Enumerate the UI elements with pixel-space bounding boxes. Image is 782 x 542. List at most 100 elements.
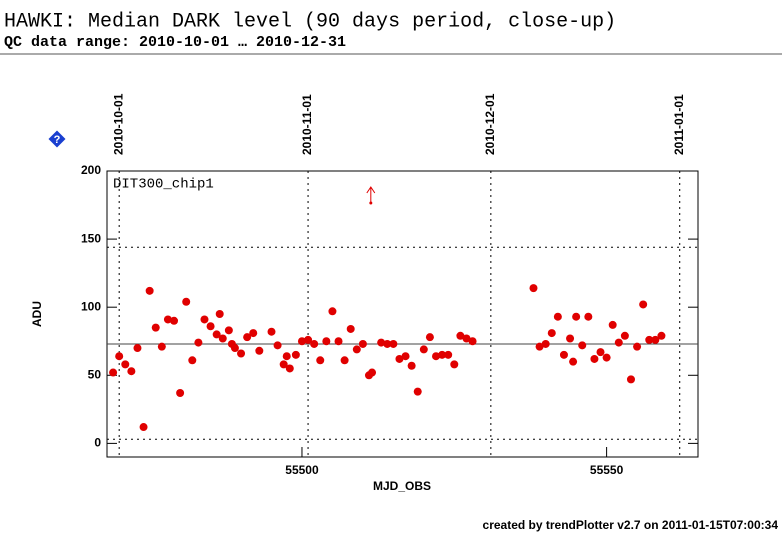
data-point xyxy=(139,423,148,432)
data-point xyxy=(383,339,392,348)
data-point xyxy=(639,300,648,309)
outlier-arrow xyxy=(366,186,376,203)
data-point xyxy=(541,339,550,348)
date-tick-label: 2010-12-01 xyxy=(483,93,497,155)
data-point xyxy=(157,342,166,351)
help-icon-text[interactable]: ? xyxy=(54,135,61,147)
data-point xyxy=(215,310,224,318)
data-point xyxy=(237,349,246,358)
data-point xyxy=(340,356,349,365)
chart-subtitle: QC data range: 2010-10-01 … 2010-12-31 xyxy=(4,34,346,51)
data-point xyxy=(407,361,416,370)
data-point xyxy=(456,331,465,340)
outlier-dot xyxy=(369,201,373,205)
footer: created by trendPlotter v2.7 on 2011-01-… xyxy=(483,518,779,532)
data-point xyxy=(291,350,300,359)
data-point xyxy=(194,338,203,347)
data-point xyxy=(569,357,578,366)
data-point xyxy=(395,354,404,363)
data-point xyxy=(368,368,377,377)
data-point xyxy=(212,330,221,339)
data-point xyxy=(432,352,441,361)
data-point xyxy=(468,337,477,346)
data-point xyxy=(322,337,331,346)
data-point xyxy=(285,364,294,373)
data-point xyxy=(596,348,605,357)
y-axis-label: ADU xyxy=(30,301,44,327)
data-point xyxy=(297,337,306,346)
data-point xyxy=(243,333,252,342)
x-tick-label: 55550 xyxy=(590,463,624,477)
data-point xyxy=(529,284,538,293)
y-tick-label: 100 xyxy=(81,299,101,313)
data-point xyxy=(547,329,556,338)
data-point xyxy=(346,324,355,333)
data-point xyxy=(566,334,575,343)
data-point xyxy=(572,312,581,321)
panel-label: DIT300_chip1 xyxy=(113,177,214,193)
data-point xyxy=(578,341,587,350)
data-point xyxy=(230,344,239,353)
y-tick-label: 200 xyxy=(81,163,101,177)
x-tick-label: 55500 xyxy=(285,463,319,477)
data-point xyxy=(626,375,635,384)
data-point xyxy=(163,315,172,324)
date-tick-label: 2010-10-01 xyxy=(111,93,125,155)
data-point xyxy=(413,387,422,396)
data-point xyxy=(170,316,179,325)
data-point xyxy=(645,335,654,344)
data-point xyxy=(316,356,325,365)
data-point xyxy=(358,339,367,348)
data-point xyxy=(279,360,288,369)
data-point xyxy=(206,322,215,331)
data-point xyxy=(200,315,209,324)
data-point xyxy=(121,360,130,369)
data-point xyxy=(328,307,337,316)
data-point xyxy=(255,346,264,355)
data-point xyxy=(224,326,233,335)
data-point xyxy=(273,341,282,350)
plot-frame xyxy=(106,170,699,458)
data-point xyxy=(115,352,124,361)
data-point xyxy=(590,354,599,363)
data-point xyxy=(608,320,617,329)
data-point xyxy=(462,334,471,343)
data-point xyxy=(267,327,276,336)
data-point xyxy=(188,356,197,365)
data-point xyxy=(425,333,434,342)
data-point xyxy=(310,339,319,348)
data-point xyxy=(651,335,660,344)
data-point xyxy=(176,388,185,397)
y-tick-label: 0 xyxy=(94,436,101,450)
data-point xyxy=(419,345,428,354)
x-axis-label: MJD_OBS xyxy=(373,479,431,493)
data-point xyxy=(614,338,623,347)
data-point xyxy=(109,368,118,377)
data-point xyxy=(450,360,459,369)
data-point xyxy=(145,286,154,295)
data-point xyxy=(133,344,142,353)
date-tick-label: 2011-01-01 xyxy=(672,94,686,155)
data-point xyxy=(602,353,611,362)
data-point xyxy=(377,338,386,347)
data-point xyxy=(535,342,544,351)
data-point xyxy=(633,342,642,351)
date-tick-label: 2010-11-01 xyxy=(300,94,314,155)
data-point xyxy=(389,339,398,348)
data-point xyxy=(657,331,666,340)
data-point xyxy=(282,352,291,361)
data-point xyxy=(127,367,136,376)
y-tick-label: 50 xyxy=(88,367,102,381)
data-point xyxy=(151,323,160,332)
data-point xyxy=(249,329,258,338)
data-point xyxy=(620,331,629,340)
data-point xyxy=(352,345,361,354)
data-point xyxy=(444,350,453,359)
chart-title: HAWKI: Median DARK level (90 days period… xyxy=(4,10,616,33)
help-button[interactable]: ? xyxy=(48,130,66,148)
data-point xyxy=(218,334,227,343)
data-point xyxy=(401,352,410,361)
y-tick-label: 150 xyxy=(81,231,101,245)
data-point xyxy=(584,312,593,321)
